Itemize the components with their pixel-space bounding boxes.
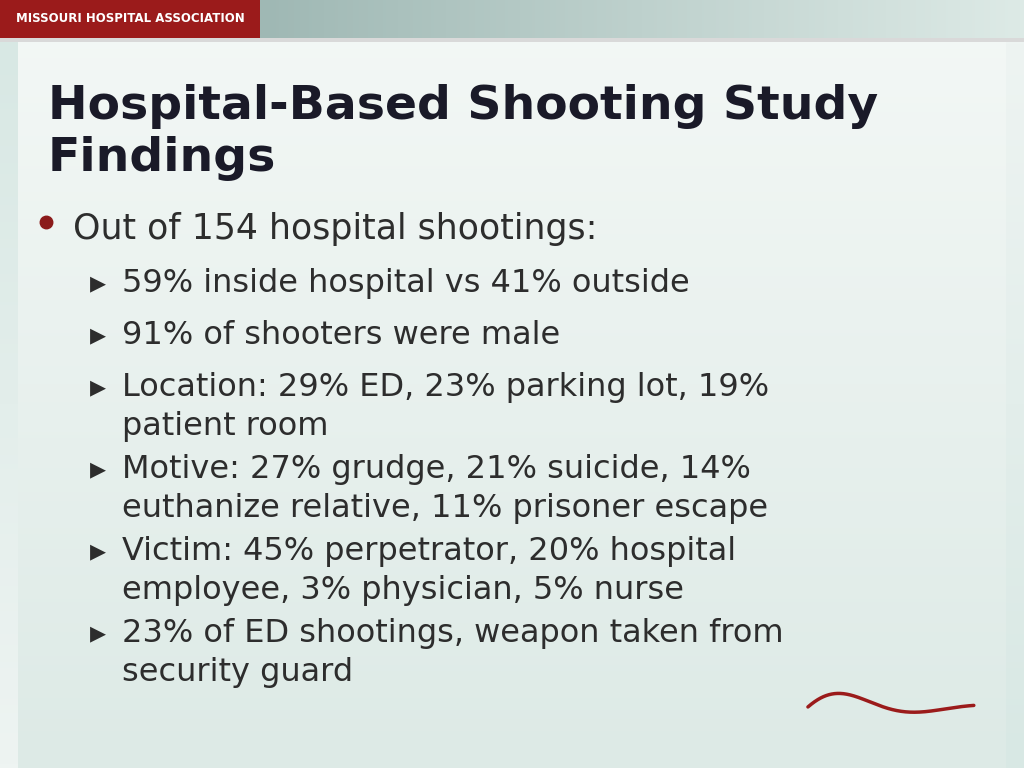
Text: Out of 154 hospital shootings:: Out of 154 hospital shootings: — [73, 212, 597, 246]
Text: ▸: ▸ — [90, 454, 106, 485]
Text: ▸: ▸ — [90, 618, 106, 649]
Text: ▸: ▸ — [90, 268, 106, 299]
Text: Findings: Findings — [48, 136, 276, 181]
Text: ▸: ▸ — [90, 372, 106, 403]
Text: Hospital-Based Shooting Study: Hospital-Based Shooting Study — [48, 84, 879, 129]
Text: ▸: ▸ — [90, 320, 106, 351]
Text: 59% inside hospital vs 41% outside: 59% inside hospital vs 41% outside — [122, 268, 690, 299]
Text: 91% of shooters were male: 91% of shooters were male — [122, 320, 560, 351]
Text: Location: 29% ED, 23% parking lot, 19%
patient room: Location: 29% ED, 23% parking lot, 19% p… — [122, 372, 769, 442]
Text: 23% of ED shootings, weapon taken from
security guard: 23% of ED shootings, weapon taken from s… — [122, 618, 783, 688]
Text: MISSOURI HOSPITAL ASSOCIATION: MISSOURI HOSPITAL ASSOCIATION — [15, 12, 245, 25]
Text: ▸: ▸ — [90, 536, 106, 567]
Text: Motive: 27% grudge, 21% suicide, 14%
euthanize relative, 11% prisoner escape: Motive: 27% grudge, 21% suicide, 14% eut… — [122, 454, 768, 525]
Text: Victim: 45% perpetrator, 20% hospital
employee, 3% physician, 5% nurse: Victim: 45% perpetrator, 20% hospital em… — [122, 536, 736, 607]
